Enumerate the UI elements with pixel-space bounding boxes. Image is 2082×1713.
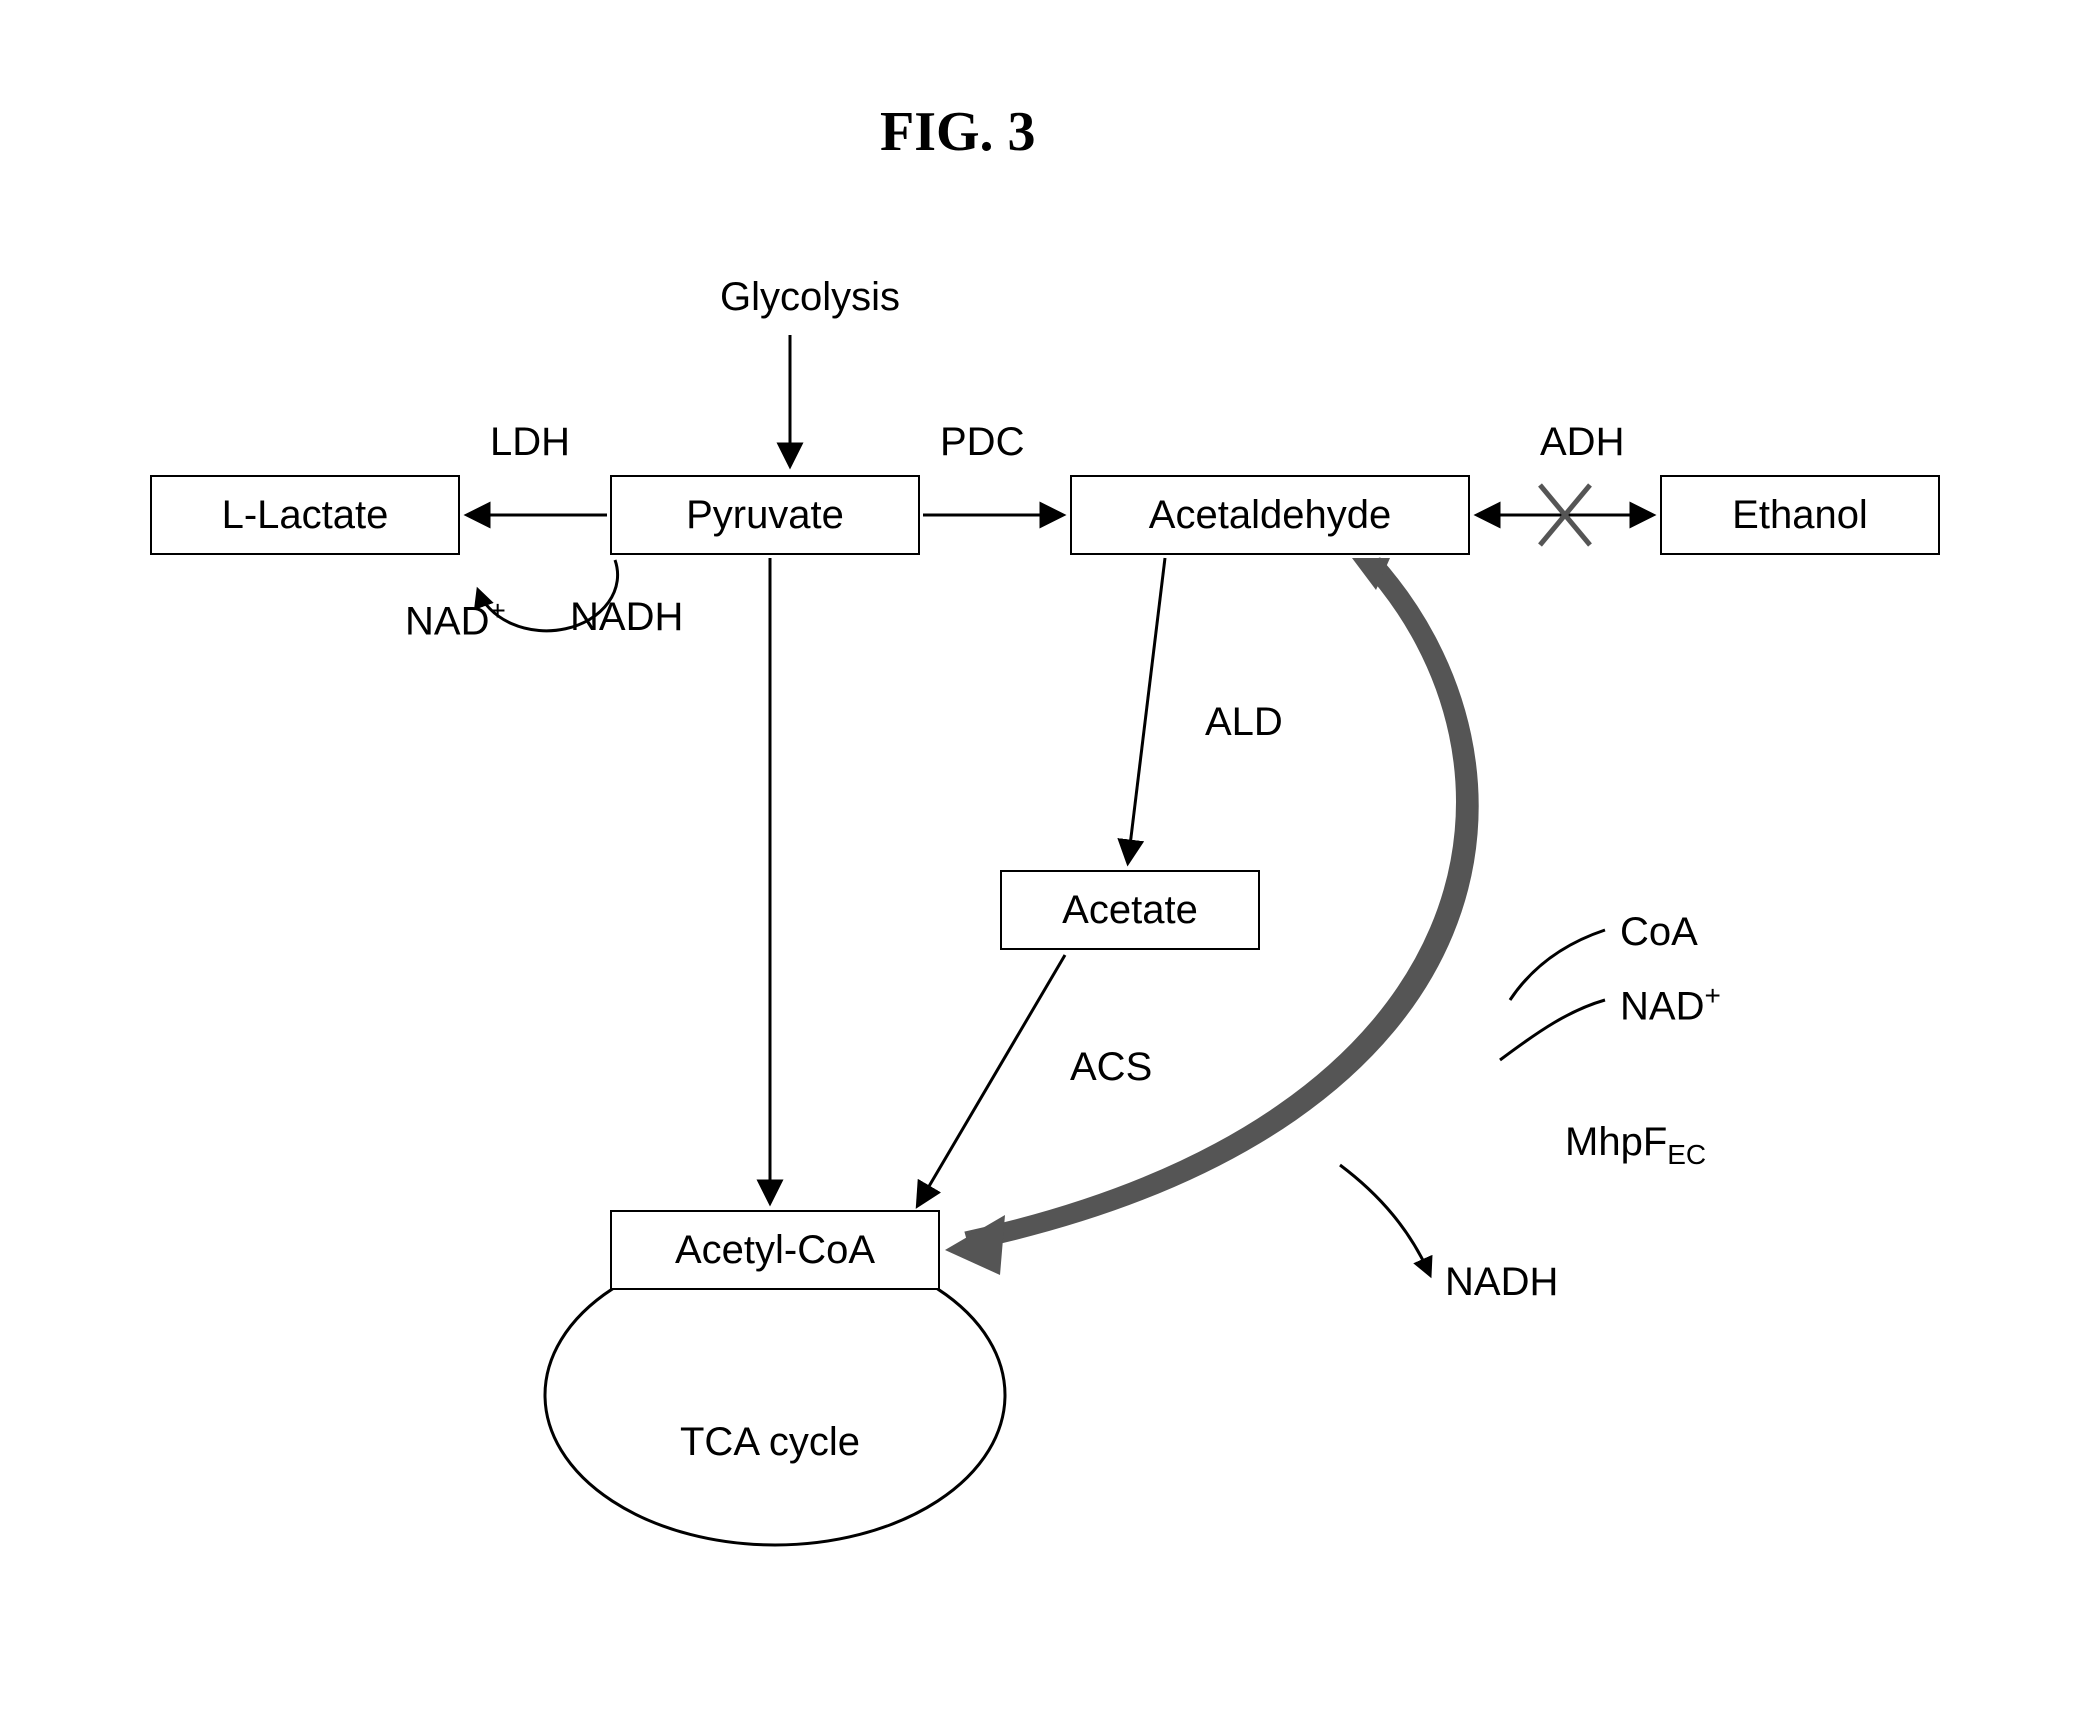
edge-mhpf-tail [1352,558,1390,590]
node-acetate: Acetate [1000,870,1260,950]
edge-coa-in [1510,930,1605,1000]
label-glycolysis: Glycolysis [720,275,900,320]
figure-canvas: FIG. 3 [0,0,2082,1713]
label-nad-plus-mhpf: NAD+ [1620,980,1721,1029]
label-pdc: PDC [940,420,1024,465]
label-acs: ACS [1070,1045,1152,1090]
label-tca-cycle: TCA cycle [680,1420,860,1465]
node-pyruvate: Pyruvate [610,475,920,555]
label-nadh-ldh: NADH [570,595,683,640]
edge-nadplus-in [1500,1000,1605,1060]
edge-nadh-out [1340,1165,1430,1275]
node-l-lactate: L-Lactate [150,475,460,555]
label-mhpf-ec: MhpFEC [1565,1120,1706,1171]
label-coa: CoA [1620,910,1698,955]
label-adh: ADH [1540,420,1624,465]
tca-cycle-ellipse [545,1245,1005,1545]
node-acetaldehyde: Acetaldehyde [1070,475,1470,555]
edge-acetaldehyde-acetate [1128,558,1165,862]
label-nadh-mhpf: NADH [1445,1260,1558,1305]
label-ldh: LDH [490,420,570,465]
node-acetyl-coa: Acetyl-CoA [610,1210,940,1290]
label-nad-plus-ldh: NAD+ [405,595,506,644]
edge-mhpf-bold-arrowhead [945,1215,1005,1275]
edge-acetate-acetylcoa [918,955,1065,1205]
figure-title: FIG. 3 [880,100,1036,164]
adh-cross-2 [1540,485,1590,545]
node-ethanol: Ethanol [1660,475,1940,555]
adh-cross-1 [1540,485,1590,545]
diagram-svg [0,0,2082,1713]
label-ald: ALD [1205,700,1283,745]
